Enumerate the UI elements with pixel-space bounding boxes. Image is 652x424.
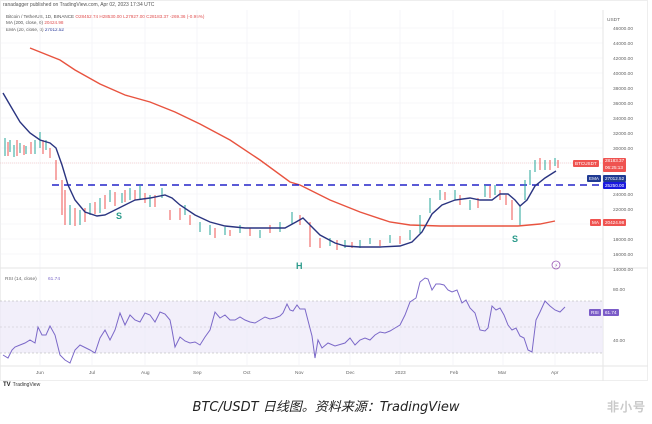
btc-price-tag: 28183.37 06:25:13 — [603, 158, 627, 172]
rsi-tick-40: 40.00 — [613, 338, 625, 344]
alert-clock-glyph: ⚡ — [555, 263, 559, 269]
price-axis: USDT 46000.00 44000.00 42000.00 40000.00… — [607, 17, 633, 273]
candles — [4, 132, 559, 250]
annotation-s-right: S — [512, 234, 518, 244]
svg-text:Aug: Aug — [141, 370, 150, 376]
svg-text:Nov: Nov — [295, 370, 304, 376]
svg-text:32000.00: 32000.00 — [613, 131, 633, 137]
svg-text:42000.00: 42000.00 — [613, 56, 633, 62]
svg-text:16000.00: 16000.00 — [613, 252, 633, 258]
svg-text:Jul: Jul — [89, 370, 95, 376]
publisher-line: ranadagger published on TradingView.com,… — [3, 2, 155, 8]
ma-tag-value: 20424.98 — [603, 219, 627, 226]
ema-label: EMA (20, close, 0) — [6, 26, 44, 32]
price-chart[interactable]: S H S ⚡ USDT 46000.00 44000.00 42000.00 … — [0, 0, 652, 385]
svg-text:2023: 2023 — [395, 370, 406, 376]
ma-label: MA (200, close, 0) — [6, 20, 44, 26]
alert-clock-icon[interactable] — [551, 260, 561, 270]
ema-value: 27012.52 — [44, 26, 64, 32]
btc-countdown: 06:25:13 — [605, 164, 623, 170]
ema20-line — [2, 92, 557, 248]
btc-price: 28183.37 — [605, 158, 625, 163]
svg-text:USDT: USDT — [607, 17, 620, 23]
ma-value: 20424.98 — [44, 20, 64, 26]
annotation-h: H — [296, 261, 303, 271]
svg-text:40000.00: 40000.00 — [613, 71, 633, 77]
svg-text:44000.00: 44000.00 — [613, 41, 633, 47]
svg-text:Jun: Jun — [36, 370, 44, 376]
tradingview-logo-icon: TV — [3, 382, 11, 388]
chart-card: ranadagger published on TradingView.com,… — [0, 0, 652, 388]
rsi-label: RSI (14, close) — [5, 276, 37, 282]
figure-caption: BTC/USDT 日线图。资料来源：TradingView — [192, 400, 460, 415]
time-axis: Jun Jul Aug Sep Oct Nov Dec 2023 Feb Mar… — [36, 370, 559, 376]
svg-text:46000.00: 46000.00 — [613, 26, 633, 32]
ema-tag-label: EMA — [587, 175, 601, 182]
tradingview-logo-text: TradingView — [12, 382, 41, 388]
svg-text:30000.00: 30000.00 — [613, 146, 633, 152]
rsi-tag-label: RSI — [589, 309, 601, 316]
rsi-tag-value: 61.74 — [603, 309, 619, 316]
watermark: 非小号 — [606, 400, 646, 414]
svg-text:38000.00: 38000.00 — [613, 86, 633, 92]
tradingview-logo[interactable]: TV TradingView — [3, 382, 40, 388]
rsi-value: 61.74 — [48, 276, 60, 282]
level-tag-value: 25250.00 — [603, 182, 627, 189]
ma200-line — [29, 47, 556, 227]
svg-text:Sep: Sep — [193, 370, 202, 376]
rsi-tick-80: 80.00 — [613, 287, 625, 293]
svg-text:22000.00: 22000.00 — [613, 207, 633, 213]
svg-text:Mar: Mar — [498, 370, 507, 376]
svg-text:Apr: Apr — [551, 370, 559, 376]
svg-text:Feb: Feb — [450, 370, 459, 376]
ohlc-values: O28452.74 H28530.00 L27927.00 C28183.37 … — [75, 14, 205, 19]
annotation-s-left: S — [116, 211, 122, 221]
svg-text:Oct: Oct — [243, 370, 251, 376]
rsi-line[interactable] — [2, 277, 566, 364]
svg-text:36000.00: 36000.00 — [613, 101, 633, 107]
svg-text:14000.00: 14000.00 — [613, 267, 633, 273]
btc-symbol-tag: BTCUSDT — [573, 160, 599, 167]
svg-text:18000.00: 18000.00 — [613, 237, 633, 243]
ma-tag-label: MA — [590, 219, 601, 226]
svg-text:Dec: Dec — [346, 370, 355, 376]
ema-tag-value: 27012.52 — [603, 175, 627, 182]
svg-text:24000.00: 24000.00 — [613, 192, 633, 198]
svg-text:34000.00: 34000.00 — [613, 116, 633, 122]
